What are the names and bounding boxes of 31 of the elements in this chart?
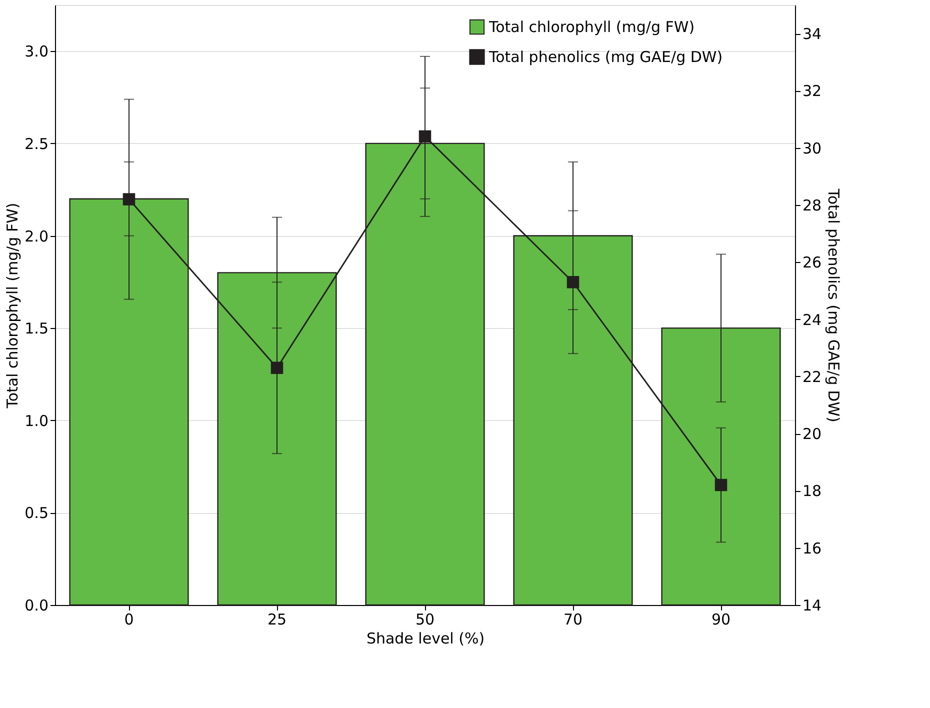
- x-tick-label: 0: [124, 610, 134, 628]
- y-axis-title: Total chlorophyll (mg/g FW): [4, 202, 22, 410]
- y-tick-label: 0.5: [24, 504, 48, 522]
- y2-tick-label: 34: [802, 25, 822, 44]
- y2-tick-label: 14: [802, 596, 822, 614]
- point: [270, 362, 284, 374]
- x-tick-label: 90: [711, 610, 731, 628]
- point: [122, 193, 136, 206]
- y2-tick-label: 24: [802, 310, 822, 329]
- y2-tick-label: 28: [802, 196, 822, 214]
- y2-tick-label: 22: [802, 368, 822, 386]
- y-tick-label: 2.5: [24, 134, 48, 153]
- x-tick-label: 25: [267, 610, 287, 628]
- x-tick-label: 70: [563, 610, 583, 628]
- y-tick-label: 3.0: [24, 42, 48, 61]
- y2-axis-title: Total phenolics (mg GAE/g DW): [824, 188, 843, 422]
- y2-tick-label: 30: [802, 139, 822, 158]
- legend-label: Total chlorophyll (mg/g FW): [488, 18, 695, 36]
- y-tick-label: 1.0: [24, 412, 48, 430]
- y2-tick-label: 18: [802, 482, 822, 500]
- y2-tick-label: 20: [802, 425, 822, 444]
- y-tick-label: 0.0: [24, 596, 48, 614]
- y2-tick-label: 26: [802, 254, 822, 272]
- x-axis-title: Shade level (%): [366, 630, 485, 648]
- y-tick-label: 2.0: [24, 227, 48, 246]
- y2-tick-label: 32: [802, 82, 822, 100]
- y2-tick-label: 16: [802, 539, 822, 558]
- point: [566, 276, 580, 288]
- y-tick-label: 1.5: [24, 320, 48, 338]
- legend-label: Total phenolics (mg GAE/g DW): [488, 48, 723, 66]
- x-tick-label: 50: [415, 610, 435, 628]
